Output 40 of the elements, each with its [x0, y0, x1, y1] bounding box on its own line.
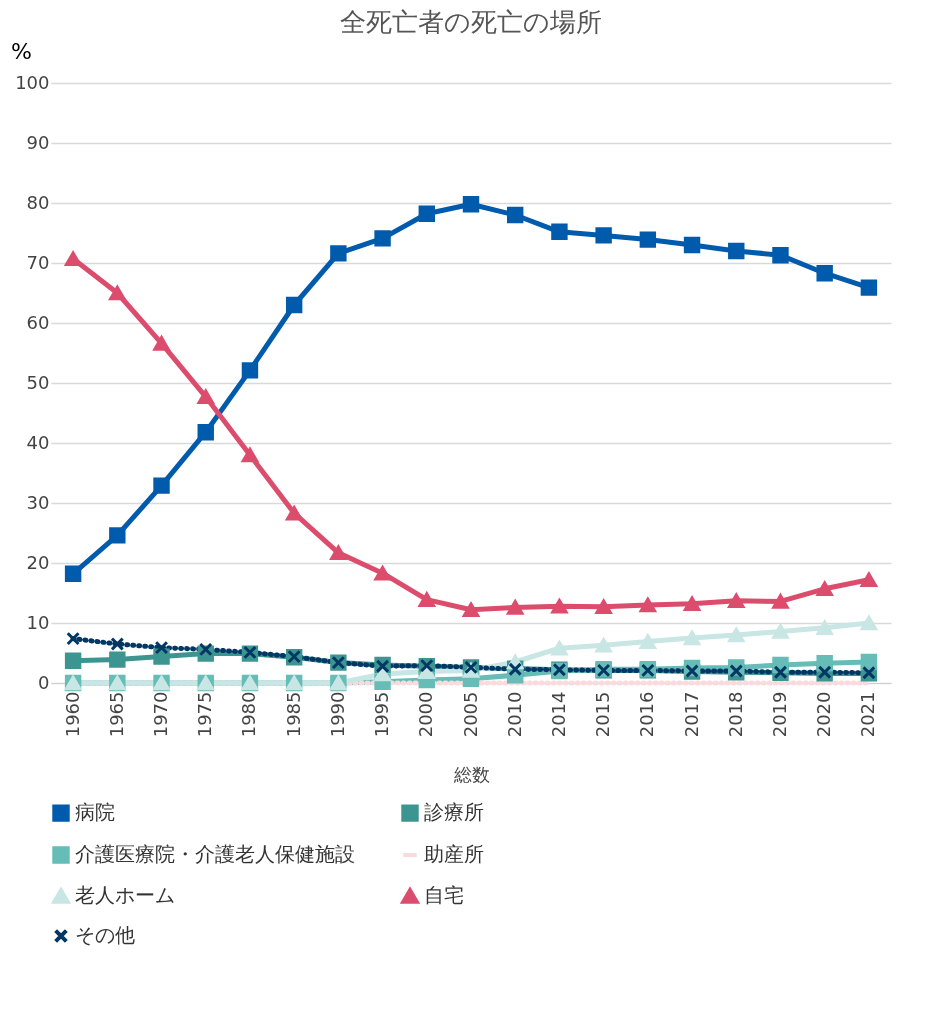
legend-label: 助産所: [424, 842, 484, 866]
x-tick-label: 1965: [105, 691, 127, 738]
legend-label: 老人ホーム: [75, 883, 175, 907]
y-tick-label: 70: [26, 251, 50, 273]
x-tick-label: 1980: [238, 691, 260, 738]
x-tick-label: 2014: [547, 691, 569, 738]
y-axis-title: %: [11, 38, 32, 64]
x-tick-label: 2005: [459, 691, 481, 738]
x-tick-label: 1970: [150, 691, 172, 738]
chart-title: 全死亡者の死亡の場所: [340, 7, 602, 37]
y-tick-label: 100: [15, 71, 50, 93]
legend-label: 病院: [75, 800, 115, 825]
y-tick-label: 10: [26, 611, 50, 633]
legend-label: 自宅: [424, 883, 464, 907]
y-tick-label: 50: [26, 371, 50, 393]
y-tick-label: 30: [26, 491, 50, 513]
y-tick-label: 40: [26, 431, 50, 453]
x-tick-label: 1990: [326, 691, 348, 738]
x-tick-label: 2000: [415, 691, 437, 738]
x-tick-label: 1975: [194, 691, 216, 738]
legend-label: 診療所: [424, 800, 484, 825]
x-tick-label: 2020: [813, 691, 835, 738]
x-tick-label: 2017: [680, 691, 702, 738]
y-tick-label: 60: [26, 311, 50, 333]
x-tick-label: 2015: [592, 691, 614, 738]
x-tick-label: 2021: [857, 691, 879, 738]
x-tick-label: 2016: [636, 691, 658, 738]
x-tick-label: 2019: [768, 691, 790, 738]
x-tick-label: 1960: [61, 691, 83, 738]
y-tick-label: 90: [26, 131, 50, 153]
y-tick-label: 80: [26, 191, 50, 213]
x-tick-label: 1995: [371, 691, 393, 738]
y-tick-label: 0: [38, 671, 50, 693]
x-tick-label: 1985: [282, 691, 304, 738]
x-tick-label: 2018: [724, 691, 746, 738]
x-tick-label: 2010: [503, 691, 525, 738]
y-tick-label: 20: [26, 551, 50, 573]
x-axis-title: 総数: [452, 764, 490, 786]
legend-label: その他: [75, 923, 135, 947]
legend-label: 介護医療院・介護老人保健施設: [75, 842, 355, 866]
